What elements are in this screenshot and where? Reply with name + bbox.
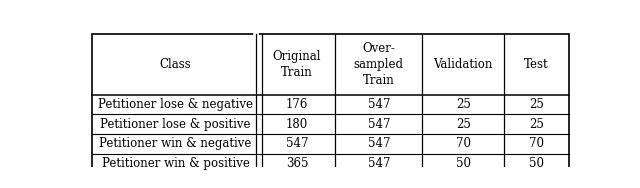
- Text: 25: 25: [529, 118, 544, 131]
- Text: 50: 50: [456, 157, 470, 170]
- Text: Test: Test: [524, 58, 548, 71]
- Text: Petitioner win & negative: Petitioner win & negative: [99, 137, 252, 150]
- Text: 50: 50: [529, 157, 544, 170]
- Text: 25: 25: [529, 98, 544, 111]
- Text: 176: 176: [286, 98, 308, 111]
- Text: 547: 547: [367, 118, 390, 131]
- Text: 547: 547: [367, 98, 390, 111]
- Text: 25: 25: [456, 118, 470, 131]
- Text: Petitioner lose & positive: Petitioner lose & positive: [100, 118, 251, 131]
- Text: Over-
sampled
Train: Over- sampled Train: [354, 42, 404, 87]
- Text: 180: 180: [286, 118, 308, 131]
- Text: 547: 547: [367, 137, 390, 150]
- Text: 547: 547: [367, 157, 390, 170]
- Text: Petitioner lose & negative: Petitioner lose & negative: [98, 98, 253, 111]
- Text: 25: 25: [456, 98, 470, 111]
- Text: Original
Train: Original Train: [273, 50, 321, 79]
- Text: Petitioner win & positive: Petitioner win & positive: [102, 157, 250, 170]
- Text: Class: Class: [159, 58, 191, 71]
- Text: 547: 547: [285, 137, 308, 150]
- Text: 365: 365: [285, 157, 308, 170]
- Text: 70: 70: [456, 137, 470, 150]
- Text: 70: 70: [529, 137, 544, 150]
- Text: Validation: Validation: [433, 58, 493, 71]
